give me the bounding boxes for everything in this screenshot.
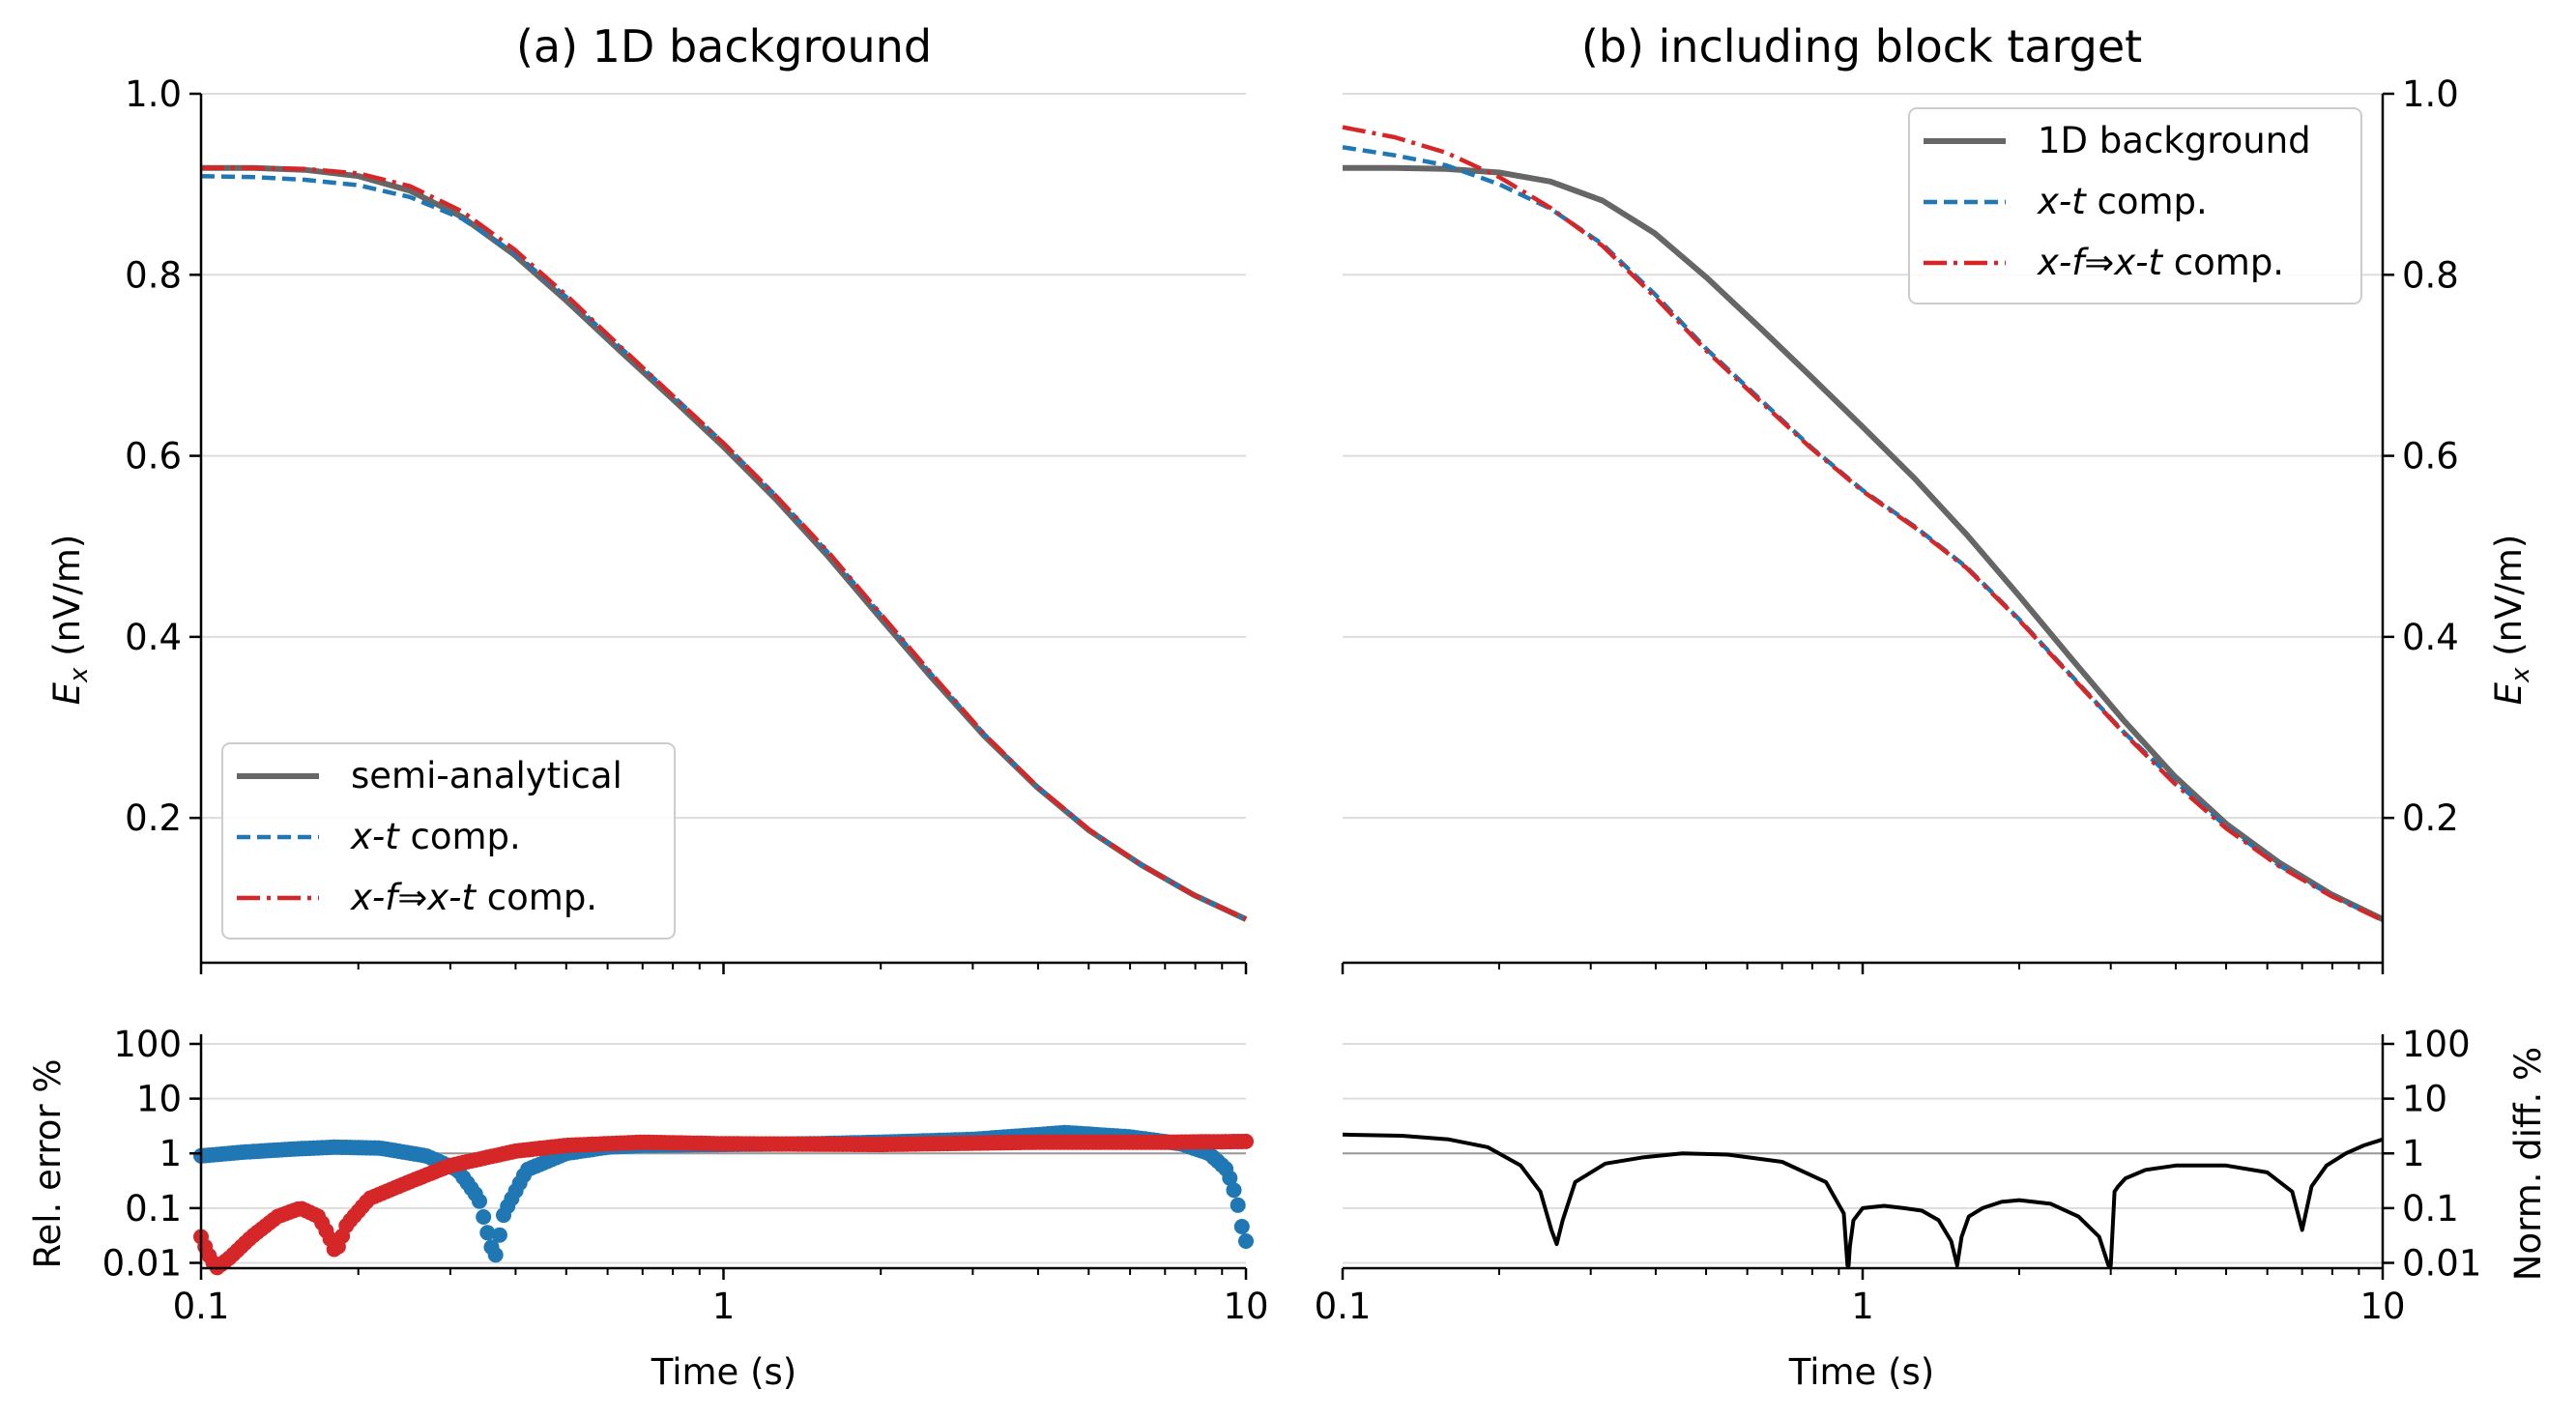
ytick-label-2-3: 0.8 <box>2402 254 2459 296</box>
xlabel-b: Time (s) <box>1788 1351 1934 1393</box>
legend-a-label-xfxt-rest: comp. <box>476 877 597 918</box>
legend-a-box <box>221 742 676 940</box>
ylabel-a-symbol: E <box>46 681 88 705</box>
ylabel-a-main: Ex (nV/m) <box>46 535 94 706</box>
error-point-s0-69 <box>472 1193 487 1209</box>
ylabel-b-main: Ex (nV/m) <box>2488 535 2535 706</box>
ytick-label-3-2: 1 <box>2402 1133 2425 1174</box>
legend-b-label-xfxt: x-f⇒x-t comp. <box>2037 242 2284 283</box>
series-line-0-2 <box>201 165 1247 922</box>
ytick-label-2-0: 0.2 <box>2402 797 2459 839</box>
ylabel-a-unit: (nV/m) <box>46 535 88 668</box>
legend-a: semi-analytical x-t comp. x-f⇒x-t comp. <box>221 742 676 940</box>
ytick-label-1-2: 1 <box>159 1133 182 1174</box>
error-point-s0-255 <box>1222 1170 1238 1186</box>
error-point-s0-71 <box>479 1225 496 1241</box>
ytick-label-0-1: 0.4 <box>125 617 182 658</box>
legend-a-label-xfxt-main: x-f⇒x-t <box>350 877 478 918</box>
ytick-label-1-4: 100 <box>113 1024 182 1065</box>
legend-b-label-xt-rest: comp. <box>2086 181 2208 222</box>
legend-b-label-xfxt-rest: comp. <box>2162 242 2284 283</box>
ylabel-b-unit: (nV/m) <box>2488 535 2530 668</box>
error-point-s0-74 <box>491 1227 507 1243</box>
ytick-label-0-4: 1.0 <box>125 73 182 115</box>
ytick-label-3-0: 0.01 <box>2402 1243 2481 1285</box>
error-point-s0-259 <box>1238 1233 1254 1249</box>
ytick-label-1-3: 10 <box>136 1079 182 1120</box>
error-point-s1-259 <box>1238 1133 1254 1149</box>
series-line-2-1 <box>1342 145 2384 923</box>
series-line-2-2 <box>1342 125 2384 923</box>
legend-b-label-xfxt-main: x-f⇒x-t <box>2037 242 2164 283</box>
error-point-s0-258 <box>1233 1219 1250 1234</box>
error-point-s0-70 <box>476 1209 492 1225</box>
legend-a-label-xt-main: x-t <box>350 816 400 857</box>
ytick-label-2-4: 1.0 <box>2402 73 2459 115</box>
panel-b-main: 0.2 0.4 0.6 0.8 1.0 1D background x-t comp. … <box>1341 73 2459 974</box>
legend-a-label-xt: x-t comp. <box>350 816 521 857</box>
series-line-3-0 <box>1342 1132 2384 1268</box>
error-point-s0-257 <box>1230 1197 1246 1213</box>
xtick-label-1-1: 1 <box>712 1286 736 1327</box>
ytick-label-3-3: 10 <box>2402 1079 2447 1120</box>
error-point-s0-73 <box>487 1247 504 1263</box>
legend-b-label-1d: 1D background <box>2038 120 2311 161</box>
ylabel-b-subscript: x <box>2506 667 2535 683</box>
ytick-label-3-1: 0.1 <box>2402 1188 2459 1230</box>
ytick-label-2-2: 0.6 <box>2402 436 2459 477</box>
xlabel-a: Time (s) <box>651 1351 796 1393</box>
ytick-label-1-1: 0.1 <box>125 1188 182 1230</box>
xtick-label-3-2: 10 <box>2359 1286 2405 1327</box>
title-a: (a) 1D background <box>516 20 932 72</box>
legend-a-label-semi-analytical: semi-analytical <box>351 755 622 796</box>
ylabel-b-symbol: E <box>2488 681 2530 705</box>
series-line-2-0 <box>1343 164 2385 922</box>
legend-a-label-xfxt: x-f⇒x-t comp. <box>350 877 597 918</box>
ytick-label-1-0: 0.01 <box>102 1243 182 1285</box>
legend-b-label-xt: x-t comp. <box>2037 181 2208 222</box>
ylabel-diff: Norm. diff. % <box>2507 1047 2549 1281</box>
legend-b-label-xt-main: x-t <box>2037 181 2087 222</box>
legend-b: 1D background x-t comp. x-f⇒x-t comp. <box>1908 107 2362 304</box>
error-point-s0-256 <box>1226 1182 1242 1199</box>
title-b: (b) including block target <box>1581 20 2142 72</box>
ylabel-a-subscript: x <box>65 667 94 683</box>
legend-a-label-xt-rest: comp. <box>399 816 521 857</box>
ylabel-error: Rel. error % <box>27 1058 69 1268</box>
ytick-label-0-0: 0.2 <box>125 797 182 839</box>
xtick-label-1-0: 0.1 <box>173 1286 230 1327</box>
panel-b-diff: 0.01 0.1 1 10 100 0.1 1 10 <box>1315 1024 2482 1327</box>
xtick-label-3-1: 1 <box>1851 1286 1874 1327</box>
ytick-label-2-1: 0.4 <box>2402 617 2459 658</box>
panel-a-main: 0.2 0.4 0.6 0.8 1.0 semi-analytical x-t comp… <box>125 73 1248 974</box>
legend-b-box <box>1908 107 2362 304</box>
xtick-label-1-2: 10 <box>1223 1286 1268 1327</box>
ytick-label-0-3: 0.8 <box>125 254 182 296</box>
ytick-label-0-2: 0.6 <box>125 436 182 477</box>
xtick-label-3-0: 0.1 <box>1315 1286 1372 1327</box>
ytick-label-3-4: 100 <box>2402 1024 2471 1065</box>
